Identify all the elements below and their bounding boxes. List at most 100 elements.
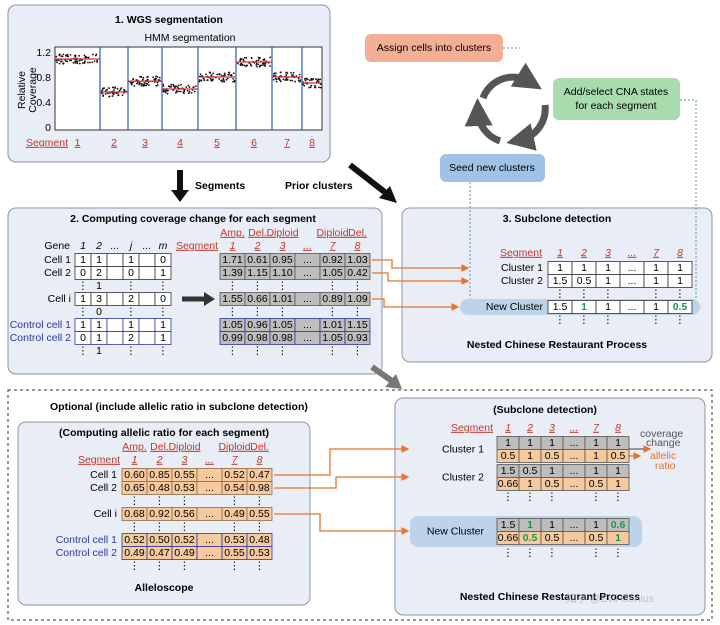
segment-number: 2 xyxy=(526,422,533,434)
cell-value: ⋮ xyxy=(254,521,265,533)
coverage-dot xyxy=(319,86,322,89)
cycle-label: Seed new clusters xyxy=(449,162,535,174)
coverage-dot xyxy=(156,81,159,84)
watermark: 知乎 @Evil Genius xyxy=(566,592,654,605)
cell xyxy=(106,253,124,267)
cell-value: ⋮ xyxy=(613,547,624,559)
gene-number: j xyxy=(128,240,133,252)
cell-value: 0.5 xyxy=(589,478,604,490)
row-label: Control cell 1 xyxy=(56,534,117,546)
cell-value: 1 xyxy=(160,267,166,279)
coverage-dot xyxy=(146,76,149,79)
cell-value: 0.5 xyxy=(673,301,688,313)
cell xyxy=(246,507,273,521)
coverage-dot xyxy=(257,59,260,61)
cell-value: 0 xyxy=(80,332,86,344)
segment-number: 2 xyxy=(254,240,261,252)
cell xyxy=(138,331,156,345)
coverage-dot xyxy=(180,83,182,86)
cell-value: 1.5 xyxy=(553,275,568,287)
coverage-dot xyxy=(175,90,178,92)
cell-value: ⋮ xyxy=(179,495,190,507)
segment-number: 3 xyxy=(605,247,611,259)
row-label: Cluster 1 xyxy=(501,262,543,274)
coverage-dot xyxy=(299,79,302,81)
cell-value: 1 xyxy=(527,519,533,531)
coverage-dot xyxy=(78,54,80,57)
cell-value: ⋮ xyxy=(675,288,686,300)
coverage-dot xyxy=(185,86,188,88)
coverage-dot xyxy=(106,88,108,91)
row-label: Cell 1 xyxy=(44,254,71,266)
coverage-dot xyxy=(123,88,125,91)
coverage-dot xyxy=(170,83,173,86)
coverage-dot xyxy=(155,77,158,80)
cell-value: 0.48 xyxy=(149,482,170,494)
segment-number: 8 xyxy=(257,454,263,466)
cell-value: ... xyxy=(570,450,579,462)
coverage-dot xyxy=(274,74,277,77)
row-label: Cluster 2 xyxy=(442,471,484,483)
coverage-dot xyxy=(303,78,306,80)
coverage-dot xyxy=(198,80,201,83)
coverage-dot xyxy=(310,84,313,87)
coverage-dot xyxy=(318,86,320,89)
coverage-dot xyxy=(284,79,287,82)
row-label: Cell 2 xyxy=(90,482,117,494)
coverage-dot xyxy=(74,55,77,58)
cell-value: ⋮ xyxy=(126,345,137,357)
cell-value: ⋮ xyxy=(229,560,240,572)
coverage-dot xyxy=(147,84,150,86)
coverage-dot xyxy=(94,54,97,57)
coverage-dot xyxy=(194,85,197,88)
coverage-dot xyxy=(286,79,289,81)
cell xyxy=(106,318,124,332)
coverage-dot xyxy=(62,62,64,65)
cell-value: 1 xyxy=(549,437,555,449)
annotation: ratio xyxy=(655,460,676,472)
coverage-dot xyxy=(102,94,105,97)
coverage-dot xyxy=(142,85,145,87)
cell-value: 1 xyxy=(677,275,683,287)
coverage-dot xyxy=(56,61,58,64)
y-tick-label: 0.4 xyxy=(36,97,51,109)
coverage-dot xyxy=(141,82,143,85)
cell-value: 0.98 xyxy=(272,332,293,344)
cell-value: 1 xyxy=(96,280,102,292)
coverage-dot xyxy=(83,60,86,63)
annotation: change xyxy=(646,437,681,449)
coverage-dot xyxy=(138,81,141,84)
cell-value: 0.56 xyxy=(174,508,195,520)
diag-arrow-head xyxy=(379,186,397,203)
seed-box xyxy=(440,154,545,182)
cell-value: 0.93 xyxy=(347,332,368,344)
annotation: coverage xyxy=(640,428,683,440)
row-label: Cell 2 xyxy=(44,267,71,279)
state-label: Del. xyxy=(150,441,169,453)
coverage-dot xyxy=(222,79,225,82)
coverage-dot xyxy=(290,71,292,74)
cell-value: 1 xyxy=(96,332,102,344)
cell-value: 1 xyxy=(605,301,611,313)
coverage-dot xyxy=(172,85,175,87)
coverage-dot xyxy=(108,87,110,89)
segment-number: 1 xyxy=(505,422,511,434)
cell-value: 0.89 xyxy=(322,293,343,305)
cell-value: 0.54 xyxy=(224,482,245,494)
coverage-dot xyxy=(262,58,265,61)
coverage-dot xyxy=(310,77,313,80)
coverage-dot xyxy=(279,71,282,74)
cell xyxy=(138,292,156,306)
add-box xyxy=(553,78,680,120)
cell-value: ⋮ xyxy=(277,280,288,292)
coverage-dot xyxy=(69,59,71,62)
cell-value: 0.55 xyxy=(174,469,195,481)
coverage-dot xyxy=(218,78,221,80)
state-label: Del. xyxy=(348,227,367,239)
coverage-dot xyxy=(315,80,318,83)
coverage-dot xyxy=(224,74,227,76)
coverage-dot xyxy=(55,55,58,58)
segment-number: 1 xyxy=(75,137,81,149)
coverage-dot xyxy=(162,85,165,88)
row-label: New Cluster xyxy=(427,525,485,537)
